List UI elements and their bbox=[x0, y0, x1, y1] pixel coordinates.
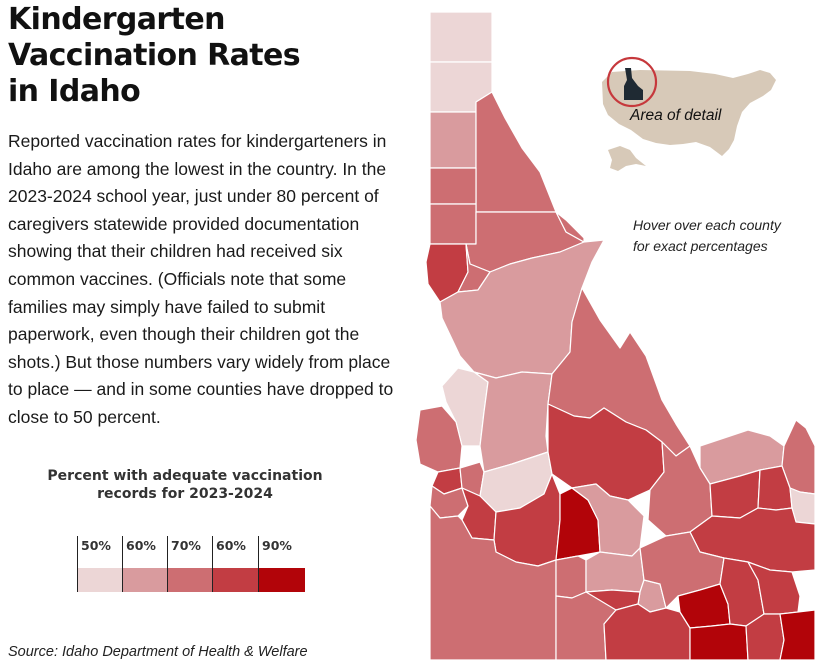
alaska-shape bbox=[608, 146, 646, 171]
county-shoshone-north[interactable] bbox=[475, 91, 557, 213]
hover-note-line: Hover over each county bbox=[633, 217, 781, 233]
legend-tick bbox=[212, 536, 213, 592]
color-legend: 50% 60% 70% 60% 90% bbox=[77, 536, 305, 592]
legend-tick-label: 70% bbox=[171, 538, 201, 553]
county-layer bbox=[415, 11, 816, 661]
legend-tick bbox=[77, 536, 78, 592]
legend-swatch bbox=[77, 568, 122, 592]
legend-tick bbox=[167, 536, 168, 592]
intro-paragraph: Reported vaccination rates for kindergar… bbox=[8, 131, 394, 427]
legend-swatch bbox=[258, 568, 305, 592]
legend-title: Percent with adequate vaccination record… bbox=[40, 467, 330, 503]
county-kootenai[interactable] bbox=[429, 111, 477, 169]
county-bear-lake[interactable] bbox=[779, 609, 816, 661]
hover-instruction: Hover over each county for exact percent… bbox=[633, 215, 813, 257]
county-shoshone[interactable] bbox=[555, 211, 585, 243]
title-line: Vaccination Rates bbox=[8, 38, 301, 73]
page-title: Kindergarten Vaccination Rates in Idaho bbox=[8, 2, 338, 110]
hover-note-line: for exact percentages bbox=[633, 238, 768, 254]
legend-swatch bbox=[167, 568, 212, 592]
county-gooding[interactable] bbox=[555, 555, 587, 599]
legend-tick bbox=[258, 536, 259, 592]
legend-tick-label: 90% bbox=[262, 538, 292, 553]
county-boundary[interactable] bbox=[429, 11, 493, 63]
inset-label: Area of detail bbox=[630, 107, 722, 124]
legend-title-line: Percent with adequate vaccination bbox=[47, 468, 323, 484]
legend-swatch bbox=[212, 568, 258, 592]
county-benewah[interactable] bbox=[429, 167, 477, 205]
us-inset-map bbox=[602, 56, 776, 171]
idaho-highlight-shape bbox=[624, 68, 643, 100]
county-jerome[interactable] bbox=[585, 589, 641, 611]
title-line: Kindergarten bbox=[8, 2, 225, 37]
county-oneida[interactable] bbox=[689, 623, 749, 661]
county-cassia[interactable] bbox=[603, 603, 691, 661]
county-latah[interactable] bbox=[429, 203, 477, 245]
us-land-shape bbox=[602, 70, 776, 156]
legend-title-line: records for 2023-2024 bbox=[97, 486, 273, 502]
legend-tick-label: 50% bbox=[81, 538, 111, 553]
county-lincoln[interactable] bbox=[585, 547, 645, 593]
legend-tick-label: 60% bbox=[126, 538, 156, 553]
title-line: in Idaho bbox=[8, 74, 141, 109]
idaho-locator-ring bbox=[606, 56, 658, 108]
source-note: Source: Idaho Department of Health & Wel… bbox=[8, 644, 308, 660]
legend-tick-label: 60% bbox=[216, 538, 246, 553]
legend-tick bbox=[122, 536, 123, 592]
legend-swatch bbox=[122, 568, 167, 592]
